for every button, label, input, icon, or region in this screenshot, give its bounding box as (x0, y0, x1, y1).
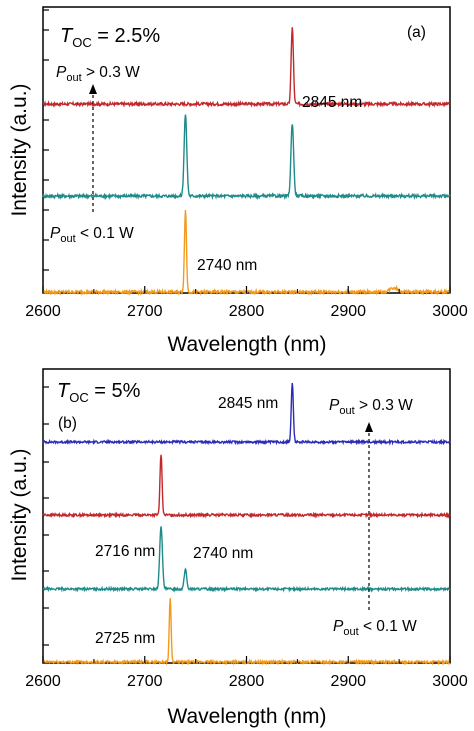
panel-b-letter: (b) (58, 415, 77, 432)
x-tick-label: 2900 (330, 673, 366, 690)
panel-b-pout-high: Pout > 0.3 W (329, 397, 413, 417)
panel-a-pout-low: Pout < 0.1 W (50, 225, 134, 245)
x-tick-label: 2700 (127, 673, 163, 690)
panel-a-letter: (a) (407, 24, 426, 41)
panel-a-toc-label: TOC = 2.5% (60, 25, 160, 50)
panel-b-ticks (42, 386, 451, 663)
panel-a-tick-labels: 2600 2700 2800 2900 3000 (25, 303, 468, 320)
panel-a-peak-label-2845: 2845 nm (302, 94, 362, 111)
panel-a-y-axis-label: Intensity (a.u.) (8, 83, 31, 216)
panel-a-peak-label-2740: 2740 nm (197, 257, 257, 274)
panel-a: 2600 2700 2800 2900 3000 TOC = 2.5% (a) Pout… (8, 6, 468, 356)
x-tick-label: 2900 (330, 303, 366, 320)
x-tick-label: 3000 (432, 673, 468, 690)
panel-b-pout-low: Pout < 0.1 W (333, 618, 417, 638)
spectrum-line-series-2 (42, 114, 451, 201)
panel-b: 2600 2700 2800 2900 3000 TOC = 5% (b) 2845 n… (8, 368, 468, 728)
panel-b-toc-label: TOC = 5% (57, 380, 141, 405)
spectrum-line-series-1 (42, 383, 451, 446)
x-tick-label: 2600 (25, 303, 61, 320)
spectrum-line-series-3 (42, 526, 451, 593)
spectrum-line-series-2 (42, 454, 451, 519)
panel-b-arrowhead (365, 422, 373, 432)
panel-a-pout-high: Pout > 0.3 W (56, 64, 140, 84)
panel-a-ticks (42, 9, 451, 293)
x-tick-label: 3000 (432, 303, 468, 320)
panel-b-x-axis-label: Wavelength (nm) (167, 705, 326, 728)
x-tick-label: 2800 (229, 303, 265, 320)
x-tick-label: 2700 (127, 303, 163, 320)
panel-a-frame (42, 6, 451, 294)
panel-b-peak-label-2845: 2845 nm (218, 395, 278, 412)
panel-b-peak-label-2740: 2740 nm (193, 545, 253, 562)
spectrum-line-series-3 (42, 210, 451, 297)
x-tick-label: 2600 (25, 673, 61, 690)
x-tick-label: 2800 (229, 673, 265, 690)
panel-b-peak-label-2716: 2716 nm (95, 543, 155, 560)
panel-a-x-axis-label: Wavelength (nm) (167, 333, 326, 356)
panel-b-tick-labels: 2600 2700 2800 2900 3000 (25, 673, 468, 690)
panel-b-y-axis-label: Intensity (a.u.) (8, 448, 31, 581)
panel-a-arrowhead (89, 84, 97, 94)
panel-b-peak-label-2725: 2725 nm (95, 630, 155, 647)
spectrum-line-series-1 (42, 27, 451, 109)
